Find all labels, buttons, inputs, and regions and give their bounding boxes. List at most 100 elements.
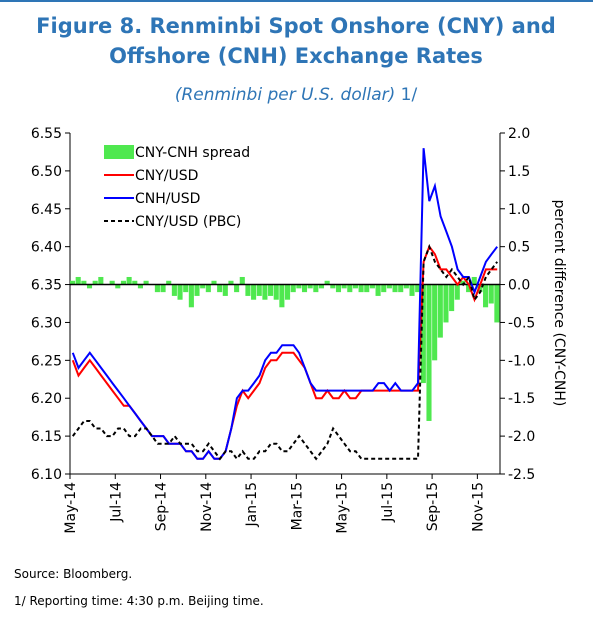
spread-bar (126, 276, 132, 285)
spread-bar (318, 284, 325, 289)
y-tick-label: 6.10 (31, 467, 62, 483)
spread-bar (386, 284, 392, 289)
x-tick-label: Nov-15 (470, 482, 486, 532)
spread-bar (92, 280, 98, 285)
x-tick-label: Nov-14 (199, 482, 215, 532)
note-ref: 1/ (401, 85, 418, 105)
x-tick-label: Jul-15 (380, 482, 396, 523)
x-tick-label: Jul-14 (108, 482, 124, 523)
spread-bar (347, 284, 353, 293)
y2-tick-label: -1.5 (508, 391, 535, 407)
spread-bar (483, 284, 489, 308)
y-tick-label: 6.55 (31, 126, 62, 142)
spread-bar (398, 284, 404, 293)
spread-bar (200, 284, 206, 289)
source: Source: Bloomberg. (14, 567, 132, 581)
x-tick-label: May-14 (63, 482, 79, 534)
spread-bar (132, 280, 138, 285)
spread-bar (471, 276, 477, 285)
series-line (71, 148, 498, 460)
spread-bar (426, 284, 432, 421)
spread-bar (443, 284, 449, 323)
spread-bar (75, 276, 81, 285)
spread-bar (375, 284, 381, 296)
subtitle-text: (Renminbi per U.S. dollar) (175, 85, 395, 105)
spread-bar (205, 284, 211, 293)
spread-bar (143, 280, 149, 285)
legend-label: CNY/USD (135, 168, 198, 184)
spread-bar (171, 284, 177, 296)
chart-title: Figure 8. Renminbi Spot Onshore (CNY) an… (36, 14, 556, 68)
spread-bar (466, 284, 472, 293)
y2-tick-label: -2.5 (508, 467, 535, 483)
spread-bar (364, 284, 370, 293)
spread-bar (381, 284, 387, 293)
spread-bar (228, 280, 234, 285)
spread-bar (437, 284, 443, 338)
spread-bar (477, 284, 483, 293)
plot-area (70, 148, 500, 461)
y-tick-label: 6.50 (31, 164, 62, 180)
y2-axis-label: percent difference (CNY-CNH) (551, 200, 567, 407)
legend-swatch (104, 145, 134, 159)
spread-bar (98, 276, 104, 285)
spread-bar (307, 284, 313, 289)
spread-bar (494, 284, 500, 323)
spread-bar (177, 284, 183, 300)
y-tick-label: 6.45 (31, 202, 62, 218)
spread-bar (330, 284, 336, 289)
spread-bar (341, 284, 347, 289)
spread-bar (183, 284, 189, 293)
y2-tick-label: 0.0 (508, 278, 530, 294)
legend-label: CNY-CNH spread (135, 145, 250, 161)
y2-tick-label: 0.5 (508, 240, 530, 256)
spread-bar (86, 284, 93, 289)
spread-bar (211, 280, 217, 285)
spread-bar (137, 284, 143, 289)
spread-bar (166, 280, 172, 285)
spread-bar (301, 284, 308, 293)
x-tick-label: Mar-15 (289, 482, 305, 530)
spread-bar (268, 284, 274, 296)
spread-bar (432, 284, 438, 361)
y-tick-label: 6.15 (31, 429, 62, 445)
spread-bar (285, 284, 291, 300)
y2-tick-label: -0.5 (508, 315, 535, 331)
spread-bar (222, 284, 228, 296)
y2-tick-label: 2.0 (508, 126, 530, 142)
spread-bar (217, 284, 223, 293)
y-tick-label: 6.40 (31, 240, 62, 256)
spread-bar (256, 284, 262, 296)
spread-bar (188, 284, 194, 308)
x-tick-label: May-15 (335, 482, 351, 534)
spread-bar (403, 284, 409, 289)
spread-bar (160, 284, 166, 293)
spread-bar (324, 280, 330, 285)
spread-bar (120, 280, 127, 285)
spread-bar (358, 284, 364, 293)
spread-bar (109, 280, 115, 285)
spread-bar (154, 284, 160, 293)
spread-bar (488, 284, 494, 304)
spread-bar (245, 284, 251, 296)
spread-bar (369, 284, 375, 289)
y-tick-label: 6.30 (31, 315, 62, 331)
y-tick-label: 6.20 (31, 391, 62, 407)
spread-bar (335, 284, 342, 293)
spread-bar (392, 284, 398, 293)
spread-bar (279, 284, 285, 308)
y-tick-label: 6.35 (31, 278, 62, 294)
y2-tick-label: 1.0 (508, 202, 530, 218)
spread-bar (460, 280, 466, 285)
spread-bar (296, 284, 302, 289)
spread-bar (115, 284, 121, 289)
spread-bar (234, 284, 240, 293)
spread-bar (194, 284, 200, 296)
footnote: 1/ Reporting time: 4:30 p.m. Beijing tim… (14, 594, 264, 608)
spread-bar (273, 284, 279, 300)
spread-bar (262, 284, 268, 300)
spread-bar (420, 284, 426, 384)
x-tick-label: Jan-15 (244, 482, 260, 527)
legend-label: CNH/USD (135, 191, 200, 207)
